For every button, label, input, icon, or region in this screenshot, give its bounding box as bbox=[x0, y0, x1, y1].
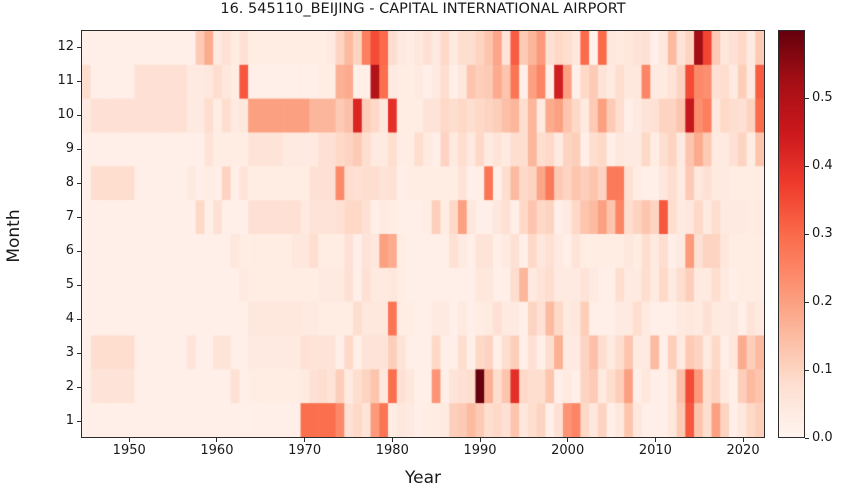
heatmap-plot-area bbox=[81, 30, 765, 438]
colorbar-tick-mark bbox=[805, 369, 809, 371]
heatmap-canvas bbox=[82, 31, 764, 437]
y-tick-label: 6 bbox=[65, 243, 74, 258]
colorbar-tick-mark bbox=[805, 437, 809, 439]
y-tick-mark bbox=[77, 352, 81, 354]
y-tick-mark bbox=[77, 318, 81, 320]
y-tick-mark bbox=[77, 250, 81, 252]
colorbar bbox=[778, 30, 805, 438]
y-tick-mark bbox=[77, 114, 81, 116]
x-tick-mark bbox=[391, 438, 393, 442]
y-tick-label: 9 bbox=[65, 141, 74, 156]
colorbar-canvas bbox=[779, 31, 804, 437]
y-tick-mark bbox=[77, 80, 81, 82]
x-tick-label: 1980 bbox=[375, 443, 409, 458]
y-tick-label: 12 bbox=[57, 39, 74, 54]
x-tick-label: 1950 bbox=[112, 443, 146, 458]
x-tick-mark bbox=[742, 438, 744, 442]
x-tick-label: 1990 bbox=[463, 443, 497, 458]
y-tick-mark bbox=[77, 284, 81, 286]
colorbar-tick-label: 0.0 bbox=[812, 430, 833, 445]
y-tick-mark bbox=[77, 386, 81, 388]
y-tick-label: 10 bbox=[57, 107, 74, 122]
y-tick-label: 5 bbox=[65, 277, 74, 292]
x-tick-label: 1970 bbox=[288, 443, 322, 458]
y-tick-label: 3 bbox=[65, 345, 74, 360]
x-tick-mark bbox=[216, 438, 218, 442]
chart-title: 16. 545110_BEIJING - CAPITAL INTERNATION… bbox=[220, 1, 626, 17]
x-tick-mark bbox=[128, 438, 130, 442]
colorbar-tick-mark bbox=[805, 233, 809, 235]
x-tick-label: 2010 bbox=[638, 443, 672, 458]
y-tick-mark bbox=[77, 148, 81, 150]
colorbar-tick-label: 0.4 bbox=[812, 158, 833, 173]
colorbar-tick-label: 0.3 bbox=[812, 226, 833, 241]
y-tick-label: 11 bbox=[57, 73, 74, 88]
x-tick-mark bbox=[654, 438, 656, 442]
x-tick-mark bbox=[567, 438, 569, 442]
y-tick-label: 7 bbox=[65, 209, 74, 224]
x-tick-label: 2020 bbox=[726, 443, 760, 458]
x-tick-mark bbox=[304, 438, 306, 442]
y-tick-mark bbox=[77, 420, 81, 422]
y-tick-label: 1 bbox=[65, 413, 74, 428]
y-tick-label: 8 bbox=[65, 175, 74, 190]
colorbar-tick-mark bbox=[805, 97, 809, 99]
y-tick-mark bbox=[77, 216, 81, 218]
y-tick-mark bbox=[77, 46, 81, 48]
colorbar-tick-mark bbox=[805, 301, 809, 303]
x-tick-mark bbox=[479, 438, 481, 442]
colorbar-tick-label: 0.2 bbox=[812, 294, 833, 309]
colorbar-tick-label: 0.5 bbox=[812, 90, 833, 105]
x-tick-label: 1960 bbox=[200, 443, 234, 458]
colorbar-tick-mark bbox=[805, 165, 809, 167]
colorbar-tick-label: 0.1 bbox=[812, 362, 833, 377]
x-tick-label: 2000 bbox=[551, 443, 585, 458]
y-tick-label: 2 bbox=[65, 379, 74, 394]
x-axis-label: Year bbox=[405, 468, 441, 488]
y-tick-mark bbox=[77, 182, 81, 184]
y-tick-label: 4 bbox=[65, 311, 74, 326]
y-axis-label: Month bbox=[4, 209, 24, 263]
